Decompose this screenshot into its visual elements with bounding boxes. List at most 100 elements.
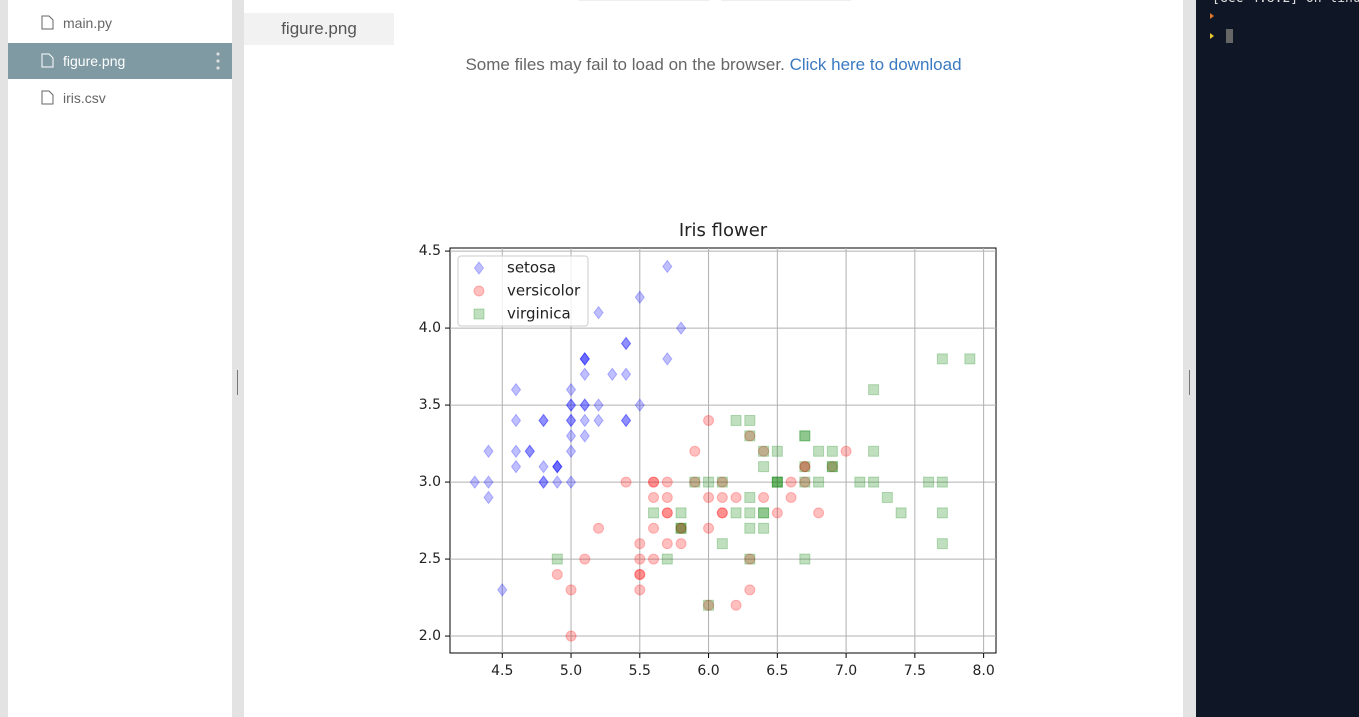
- point: [716, 476, 728, 488]
- point: [744, 584, 756, 596]
- point: [661, 507, 673, 519]
- point: [730, 414, 742, 426]
- point: [675, 522, 687, 534]
- point: [510, 459, 522, 474]
- point: [634, 538, 646, 550]
- file-name: figure.png: [63, 53, 126, 69]
- point: [524, 444, 535, 459]
- file-icon: [41, 15, 54, 30]
- point: [923, 476, 935, 488]
- resize-handle[interactable]: [237, 370, 238, 395]
- point: [552, 459, 563, 474]
- point: [826, 445, 838, 457]
- point: [552, 459, 563, 474]
- point: [551, 568, 563, 580]
- y-tick-label: 4.5: [419, 243, 441, 259]
- point: [579, 398, 590, 412]
- point: [758, 491, 770, 503]
- point: [799, 476, 811, 488]
- point: [510, 413, 522, 428]
- point: [799, 553, 811, 565]
- x-tick-label: 5.0: [560, 663, 582, 679]
- point: [744, 553, 756, 565]
- point: [730, 491, 742, 503]
- y-tick-label: 4.0: [419, 320, 441, 336]
- tab[interactable]: figure.png: [244, 13, 394, 45]
- point: [689, 476, 701, 488]
- point: [881, 491, 893, 503]
- point: [758, 445, 770, 457]
- point: [565, 584, 577, 596]
- file-item[interactable]: main.py: [8, 5, 232, 41]
- point: [826, 461, 838, 473]
- x-tick-label: 5.5: [629, 663, 651, 679]
- point: [607, 367, 618, 382]
- point: [565, 413, 577, 428]
- point: [579, 413, 590, 428]
- point: [510, 382, 522, 397]
- point: [538, 475, 549, 489]
- file-icon: [41, 53, 54, 68]
- point: [758, 507, 770, 519]
- point: [771, 445, 783, 457]
- point: [620, 476, 632, 488]
- legend-label: setosa: [507, 259, 556, 277]
- file-item[interactable]: figure.png: [8, 43, 232, 79]
- point: [936, 507, 948, 519]
- more-button[interactable]: [215, 51, 221, 71]
- download-link[interactable]: Click here to download: [789, 55, 962, 74]
- point: [675, 538, 687, 550]
- point: [662, 259, 673, 274]
- point: [579, 398, 590, 412]
- point: [634, 568, 646, 580]
- terminal-line: [GCC 4.8.2] on linux: [1212, 0, 1359, 6]
- point: [703, 599, 715, 611]
- point: [716, 476, 728, 488]
- point: [799, 461, 811, 473]
- prompt: [1210, 13, 1233, 43]
- point: [799, 461, 811, 473]
- file-item[interactable]: iris.csv: [8, 80, 232, 116]
- point: [703, 491, 715, 503]
- point: [744, 553, 756, 565]
- point: [579, 352, 590, 366]
- point: [813, 476, 825, 488]
- point: [799, 430, 811, 442]
- point: [648, 553, 660, 565]
- point: [758, 461, 770, 473]
- point: [813, 445, 825, 457]
- file-name: main.py: [63, 15, 113, 31]
- point: [634, 553, 646, 565]
- point: [771, 476, 783, 488]
- terminal: [GCC 4.8.2] on linux: [1196, 0, 1359, 717]
- y-tick-label: 2.5: [419, 551, 441, 567]
- point: [565, 382, 577, 397]
- point: [661, 491, 673, 503]
- point: [538, 475, 549, 489]
- legend-marker: [473, 261, 485, 275]
- point: [579, 352, 590, 366]
- notice: Some files may fail to load on the brows…: [244, 55, 1183, 75]
- point: [593, 413, 604, 428]
- point: [730, 599, 742, 611]
- point: [565, 475, 577, 489]
- point: [593, 305, 604, 320]
- point: [565, 398, 577, 412]
- point: [895, 507, 907, 519]
- point: [744, 430, 756, 442]
- point: [661, 476, 673, 488]
- resize-handle[interactable]: [1189, 370, 1190, 395]
- point: [799, 461, 811, 473]
- point: [703, 522, 715, 534]
- file-icon: [41, 90, 54, 105]
- point: [620, 413, 632, 428]
- point: [483, 475, 494, 489]
- legend-marker: [473, 308, 485, 320]
- point: [565, 413, 577, 428]
- point: [826, 461, 838, 473]
- point: [785, 476, 797, 488]
- point: [551, 553, 563, 565]
- point: [854, 476, 866, 488]
- point: [593, 522, 605, 534]
